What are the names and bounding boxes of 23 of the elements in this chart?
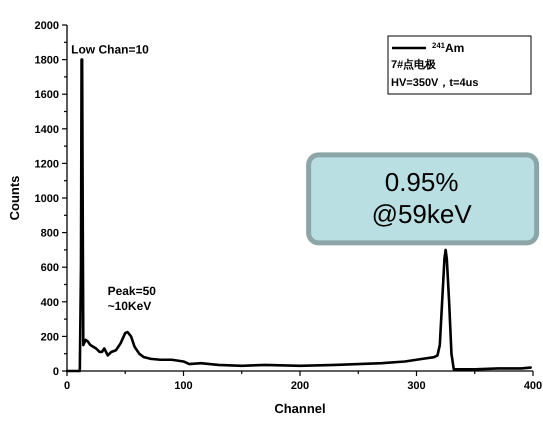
y-tick-label: 1600 — [34, 89, 59, 102]
y-tick-label: 200 — [40, 331, 59, 344]
legend-title: 7#点电极 HV=350V，t=4us — [391, 58, 478, 89]
annotation: Low Chan=10 — [71, 42, 150, 57]
y-tick-label: 0 — [52, 366, 59, 378]
y-tick-label: 1800 — [34, 54, 59, 67]
y-tick-label: 1000 — [34, 193, 59, 205]
x-tick-label: 100 — [174, 380, 193, 392]
x-axis-title: Channel — [274, 401, 326, 416]
x-tick-label: 400 — [524, 380, 542, 392]
x-tick-label: 300 — [407, 380, 426, 392]
y-tick-label: 400 — [40, 296, 59, 309]
y-tick-label: 1400 — [34, 124, 59, 136]
y-tick-label: 800 — [40, 228, 59, 240]
y-tick-label: 600 — [40, 262, 59, 274]
legend-label: $^{241}$Am — [432, 40, 464, 55]
y-tick-label: 2000 — [34, 20, 59, 32]
x-tick-label: 0 — [64, 380, 70, 392]
annotation: 0.95% @59keV — [372, 166, 472, 229]
annotation: Peak=50 ~10KeV — [108, 284, 156, 314]
y-axis-title: Counts — [7, 176, 22, 220]
x-tick-label: 200 — [290, 380, 310, 392]
y-tick-label: 1200 — [34, 158, 59, 170]
